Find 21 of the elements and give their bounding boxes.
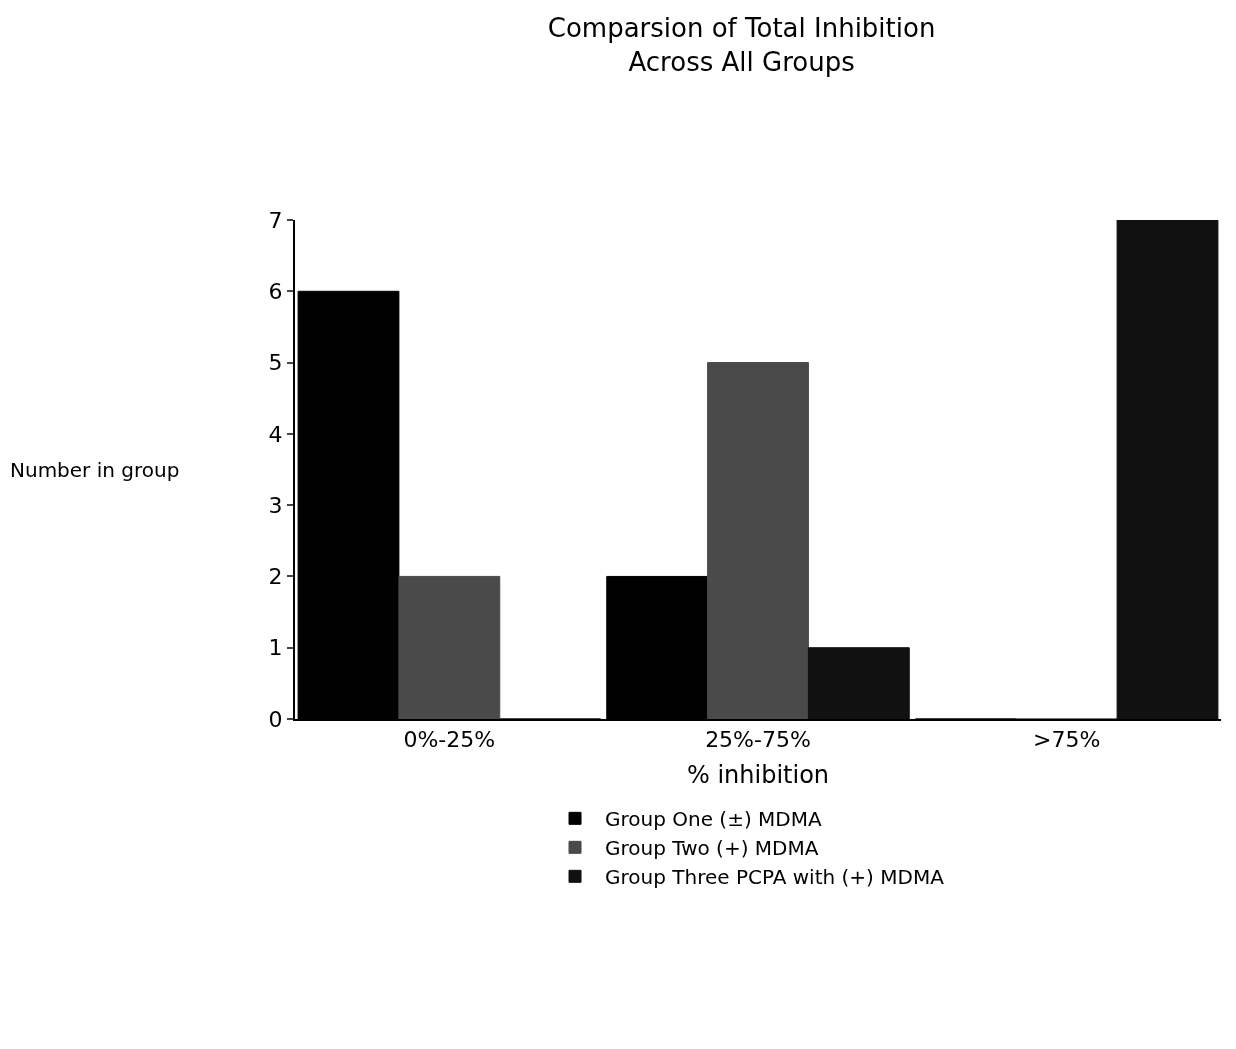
y-axis-title: Number in group xyxy=(10,458,180,482)
bar xyxy=(1116,220,1219,719)
y-tick-label: 6 xyxy=(268,278,283,304)
bar xyxy=(398,575,501,719)
x-tick-label: 0%-25% xyxy=(403,727,496,753)
y-tick-label: 1 xyxy=(268,635,283,661)
y-tick-label: 7 xyxy=(268,207,283,233)
y-tick-label: 0 xyxy=(268,706,283,732)
x-tick-label: 25%-75% xyxy=(705,727,811,753)
chart-title: Comparsion of Total Inhibition Across All Groups xyxy=(547,12,936,77)
legend-label: Group Three PCPA with (+) MDMA xyxy=(605,865,945,890)
y-tick-label: 2 xyxy=(268,564,283,590)
x-tick-label: >75% xyxy=(1033,727,1101,753)
bar xyxy=(807,647,910,719)
y-tick-label: 4 xyxy=(268,421,283,447)
legend-label: Group One (±) MDMA xyxy=(605,807,822,832)
legend-label: Group Two (+) MDMA xyxy=(605,836,819,861)
y-tick-label: 3 xyxy=(268,492,283,518)
x-axis-title: % inhibition xyxy=(686,761,830,790)
y-tick-label: 5 xyxy=(268,350,283,376)
bar xyxy=(707,362,809,719)
